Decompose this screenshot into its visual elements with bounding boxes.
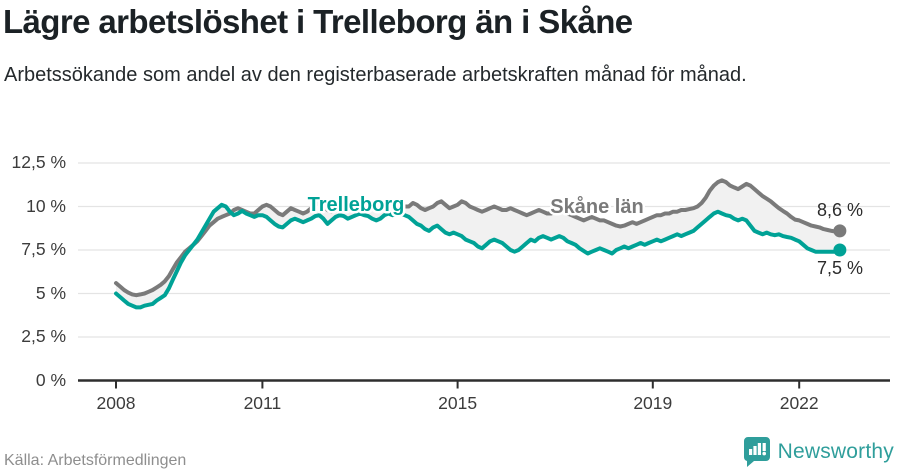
- chart-footer: Källa: Arbetsförmedlingen Newsworthy: [0, 430, 900, 474]
- newsworthy-logo[interactable]: Newsworthy: [743, 436, 894, 468]
- source-note: Källa: Arbetsförmedlingen: [4, 452, 187, 469]
- page-title: Lägre arbetslöshet i Trelleborg än i Skå…: [3, 3, 633, 40]
- series-line-trelleborg: [114, 202, 842, 310]
- chart-canvas: Skåne län Trelleborg: [78, 162, 890, 389]
- series-label-trelleborg: Trelleborg: [308, 194, 405, 216]
- series-label-sk-ne-l-n: Skåne län: [550, 195, 643, 218]
- series-line-sk-ne-l-n: [114, 178, 842, 298]
- newsworthy-icon: [743, 437, 770, 467]
- chart-subtitle: Arbetssökande som andel av den registerb…: [4, 64, 747, 86]
- brand-wordmark: Newsworthy: [777, 440, 894, 463]
- series-end-dot: [833, 243, 847, 257]
- series-end-dot: [833, 224, 847, 238]
